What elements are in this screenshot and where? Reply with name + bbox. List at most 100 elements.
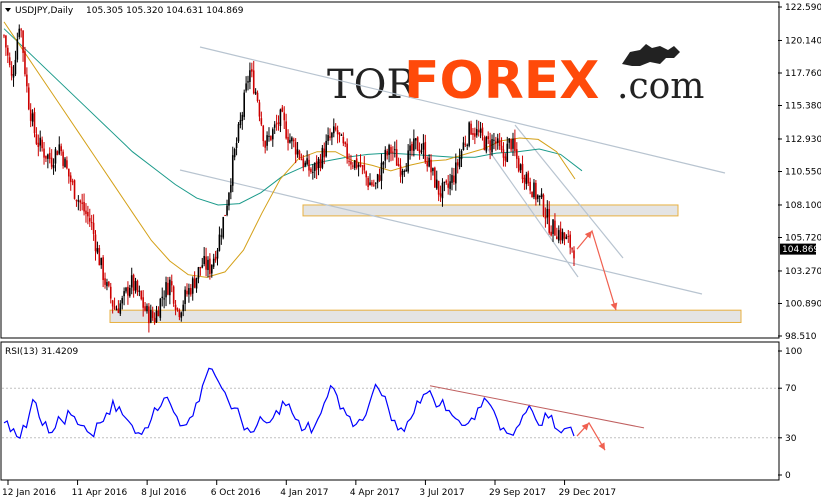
candle-body (477, 130, 480, 133)
candle-body (338, 132, 341, 135)
candle-body (216, 250, 219, 259)
candle (79, 199, 82, 212)
moving-average-fast-line (3, 21, 576, 278)
candle (169, 276, 171, 305)
candle-body (41, 139, 43, 149)
candle-body (363, 164, 366, 171)
candle-body (193, 278, 196, 288)
candle (439, 185, 442, 202)
candle (249, 62, 251, 90)
candle (327, 127, 329, 145)
candle-body (226, 205, 228, 216)
candle (573, 246, 575, 266)
candle-body (283, 112, 286, 121)
candle-body (559, 228, 562, 240)
rsi-layer (2, 367, 778, 451)
candle-body (222, 217, 225, 238)
candle (161, 287, 164, 307)
candle-body (39, 137, 42, 146)
candle-body (8, 57, 11, 66)
candle (113, 297, 116, 310)
candle-body (510, 139, 512, 150)
candle (495, 136, 497, 151)
candle-body (304, 162, 307, 166)
candle (378, 168, 381, 182)
candle-body (359, 162, 362, 167)
candle-body (512, 138, 514, 149)
candle (519, 163, 522, 174)
candle-body (529, 181, 531, 191)
candle-body (394, 149, 396, 151)
candle (544, 207, 547, 228)
candle (182, 300, 184, 317)
candle (281, 104, 284, 113)
candle (212, 253, 215, 269)
candle (508, 138, 510, 149)
candle (447, 175, 449, 195)
candle-body (75, 199, 78, 202)
candle (203, 247, 205, 267)
rsi-axis-label: 30 (785, 434, 797, 444)
candle-body (136, 280, 139, 293)
candle (26, 67, 28, 93)
candle (209, 253, 211, 280)
candle (296, 141, 299, 158)
candle-body (542, 194, 545, 216)
candle-body (56, 151, 59, 156)
candle (268, 127, 270, 142)
candle (390, 144, 392, 162)
candle-body (376, 174, 379, 183)
candle-body (317, 158, 320, 168)
candle (514, 129, 516, 157)
candle (241, 111, 244, 130)
candle-body (260, 118, 263, 125)
candle-body (369, 182, 371, 186)
candle (443, 181, 446, 192)
candle (285, 113, 287, 140)
candle-body (180, 312, 183, 318)
channel-trendline[interactable] (179, 169, 703, 295)
candle (535, 180, 537, 206)
candle-body (289, 139, 291, 143)
candle (466, 143, 469, 150)
candle-body (426, 161, 429, 167)
candle (5, 34, 7, 56)
candle-body (441, 182, 444, 199)
candle-body (239, 119, 242, 126)
candle (88, 208, 91, 227)
candle (283, 106, 286, 130)
candle (414, 137, 417, 150)
candle-body (437, 180, 440, 195)
candle-body (231, 155, 234, 186)
candle-body (98, 247, 101, 266)
candle-body (230, 184, 232, 193)
candle (395, 139, 398, 166)
candle-body (355, 158, 358, 168)
candle (506, 136, 509, 163)
candle-body (104, 278, 106, 285)
candle-body (54, 149, 57, 164)
candle (24, 46, 26, 77)
dropdown-triangle-icon[interactable] (5, 8, 11, 12)
channel-trendline[interactable] (514, 124, 624, 259)
candle (334, 123, 337, 132)
candle-body (12, 74, 15, 78)
candle-body (151, 311, 154, 318)
candle (64, 157, 66, 168)
candle-body (209, 258, 211, 274)
candle-body (207, 259, 209, 271)
rsi-trendline[interactable] (429, 385, 645, 429)
candle (313, 162, 316, 179)
channel-trendline[interactable] (484, 144, 579, 278)
candle (310, 167, 312, 174)
candle (270, 135, 272, 142)
candle-body (212, 258, 215, 267)
candle (411, 141, 413, 157)
candle (81, 193, 83, 211)
candle-body (149, 309, 152, 323)
candle (191, 276, 194, 301)
channel-trendline[interactable] (199, 46, 726, 174)
candle (474, 127, 476, 145)
candle-body (327, 135, 329, 141)
